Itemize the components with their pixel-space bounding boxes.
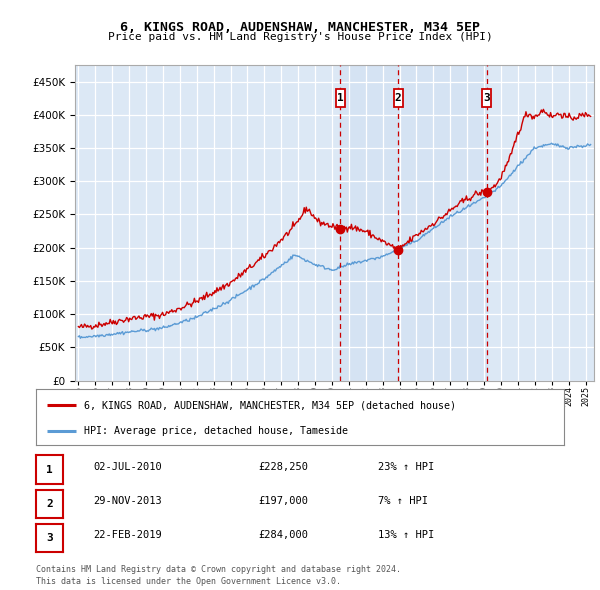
Text: 3: 3 <box>46 533 53 543</box>
Text: HPI: Average price, detached house, Tameside: HPI: Average price, detached house, Tame… <box>83 427 347 437</box>
Text: 3: 3 <box>483 93 490 103</box>
Text: 29-NOV-2013: 29-NOV-2013 <box>93 496 162 506</box>
Text: 2: 2 <box>395 93 401 103</box>
Text: 7% ↑ HPI: 7% ↑ HPI <box>378 496 428 506</box>
Text: 1: 1 <box>46 465 53 474</box>
Text: 23% ↑ HPI: 23% ↑ HPI <box>378 462 434 471</box>
Text: 02-JUL-2010: 02-JUL-2010 <box>93 462 162 471</box>
Text: 1: 1 <box>337 93 344 103</box>
Text: Price paid vs. HM Land Registry's House Price Index (HPI): Price paid vs. HM Land Registry's House … <box>107 32 493 42</box>
Text: £197,000: £197,000 <box>258 496 308 506</box>
Text: £228,250: £228,250 <box>258 462 308 471</box>
Text: £284,000: £284,000 <box>258 530 308 540</box>
Text: Contains HM Land Registry data © Crown copyright and database right 2024.: Contains HM Land Registry data © Crown c… <box>36 565 401 574</box>
Text: 22-FEB-2019: 22-FEB-2019 <box>93 530 162 540</box>
Text: 2: 2 <box>46 499 53 509</box>
Text: This data is licensed under the Open Government Licence v3.0.: This data is licensed under the Open Gov… <box>36 577 341 586</box>
Bar <box>340 65 487 381</box>
Text: 6, KINGS ROAD, AUDENSHAW, MANCHESTER, M34 5EP: 6, KINGS ROAD, AUDENSHAW, MANCHESTER, M3… <box>120 21 480 34</box>
Text: 6, KINGS ROAD, AUDENSHAW, MANCHESTER, M34 5EP (detached house): 6, KINGS ROAD, AUDENSHAW, MANCHESTER, M3… <box>83 400 455 410</box>
FancyBboxPatch shape <box>482 90 491 107</box>
FancyBboxPatch shape <box>394 90 403 107</box>
Text: 13% ↑ HPI: 13% ↑ HPI <box>378 530 434 540</box>
FancyBboxPatch shape <box>336 90 345 107</box>
